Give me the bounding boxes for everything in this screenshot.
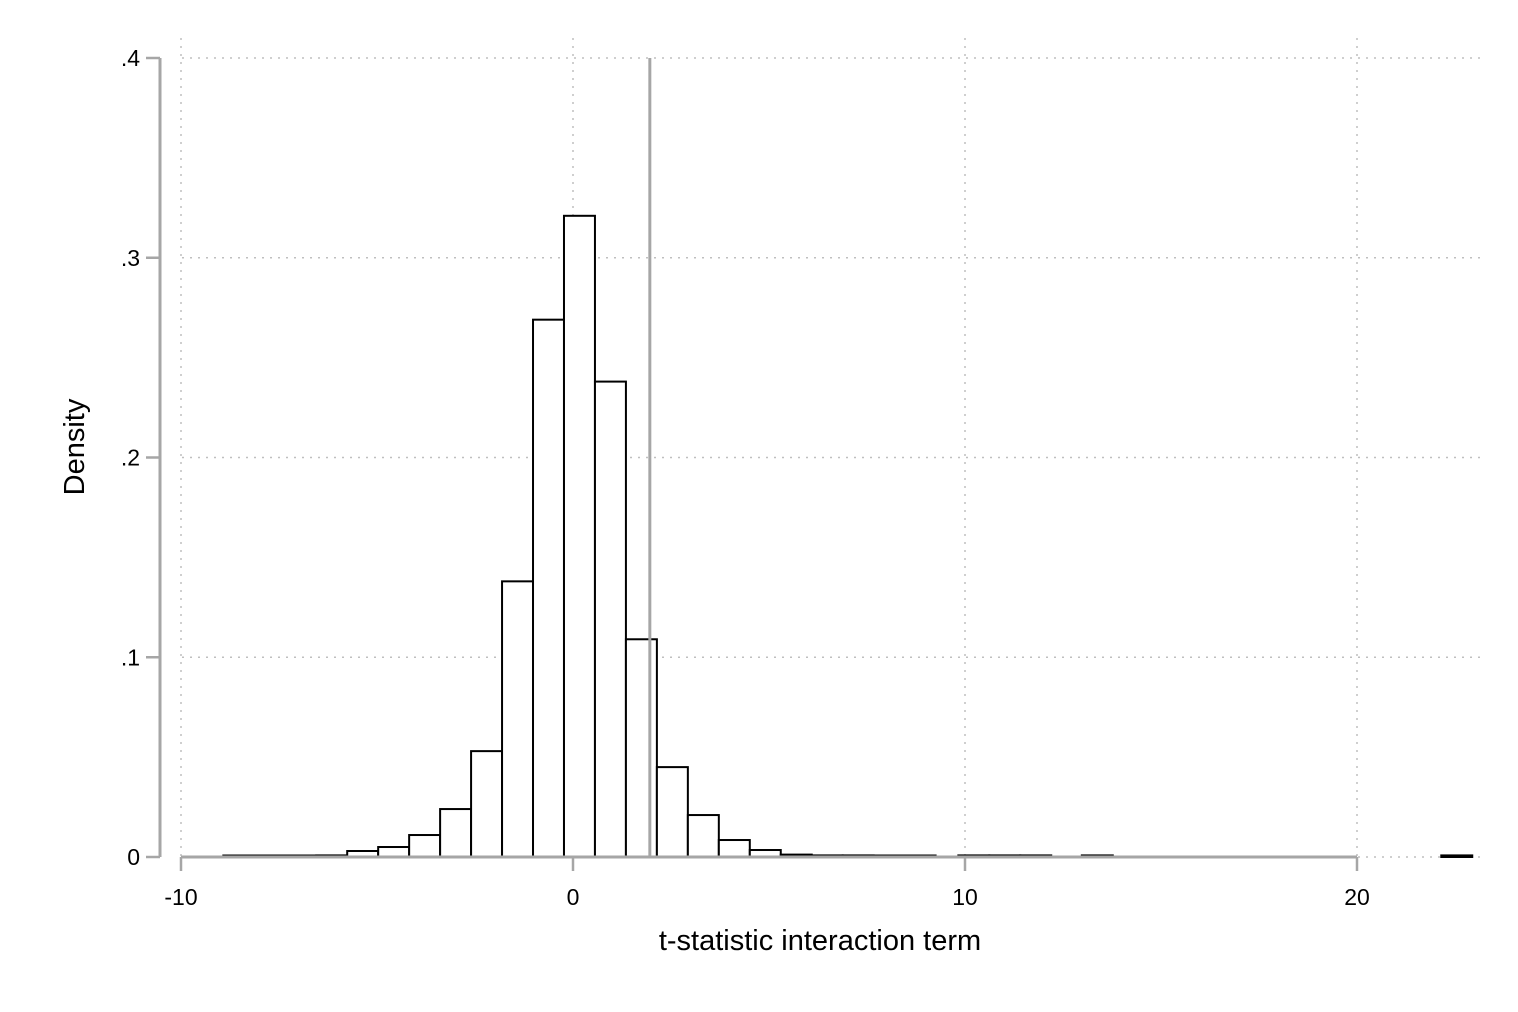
histogram-bar — [1440, 854, 1474, 858]
x-axis-title: t-statistic interaction term — [659, 925, 981, 957]
y-tick-label: .4 — [121, 45, 140, 71]
histogram-bar — [593, 380, 627, 858]
x-tick-label: 20 — [1344, 884, 1370, 910]
y-tick-label: .1 — [121, 644, 140, 670]
x-tick-label: -10 — [164, 884, 197, 910]
histogram-bar — [501, 580, 535, 858]
y-axis-title: Density — [59, 398, 91, 495]
y-tick-label: .3 — [121, 245, 140, 271]
grid-lines — [180, 38, 1484, 858]
histogram-bar — [532, 318, 565, 858]
tick-labels: 0 .1 .2 .3 .4 -10 0 10 20 — [121, 45, 1370, 910]
histogram-bar — [562, 214, 596, 859]
x-tick-label: 10 — [952, 884, 978, 910]
histogram-bars — [222, 214, 1474, 859]
y-tick-label: 0 — [127, 844, 140, 870]
axes — [146, 56, 1359, 871]
histogram-bar — [408, 834, 442, 859]
histogram-bar — [655, 766, 689, 858]
x-tick-label: 0 — [567, 884, 580, 910]
histogram-bar — [686, 814, 720, 858]
histogram-bar — [470, 750, 504, 859]
histogram-bar — [717, 839, 751, 858]
y-tick-label: .2 — [121, 445, 140, 471]
histogram-bar — [439, 808, 473, 858]
histogram-bar — [624, 638, 658, 859]
